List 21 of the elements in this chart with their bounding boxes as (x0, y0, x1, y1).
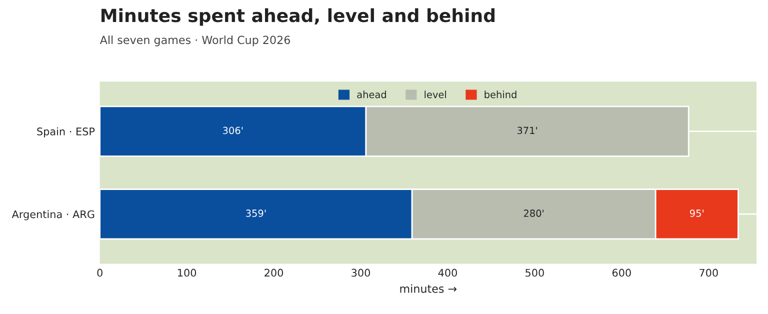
chart-title: Minutes spent ahead, level and behind (102, 8, 494, 26)
y-tick-label: Argentina · ARG (12, 210, 94, 220)
data-label: 371' (517, 126, 537, 134)
x-axis-title: minutes → (400, 284, 457, 293)
legend-label: ahead (357, 90, 386, 98)
x-tick-label: 100 (178, 268, 196, 277)
data-label: 359' (246, 210, 266, 217)
x-tick-label: 200 (264, 268, 284, 277)
x-tick-label: 500 (526, 268, 544, 277)
x-tick-label: 300 (352, 268, 370, 277)
legend-label: behind (484, 90, 516, 98)
data-label: 95' (690, 210, 704, 217)
data-label: 306' (223, 126, 243, 134)
chart-subtitle: All seven games · World Cup 2026 (100, 36, 290, 46)
x-tick-label: 0 (97, 268, 102, 277)
x-tick-label: 700 (700, 268, 718, 277)
y-tick-label: Spain · ESP (37, 127, 95, 138)
legend-label: level (424, 90, 446, 98)
data-label: 280' (524, 210, 544, 217)
x-tick-label: 600 (612, 268, 631, 277)
x-tick-label: 400 (438, 268, 457, 277)
